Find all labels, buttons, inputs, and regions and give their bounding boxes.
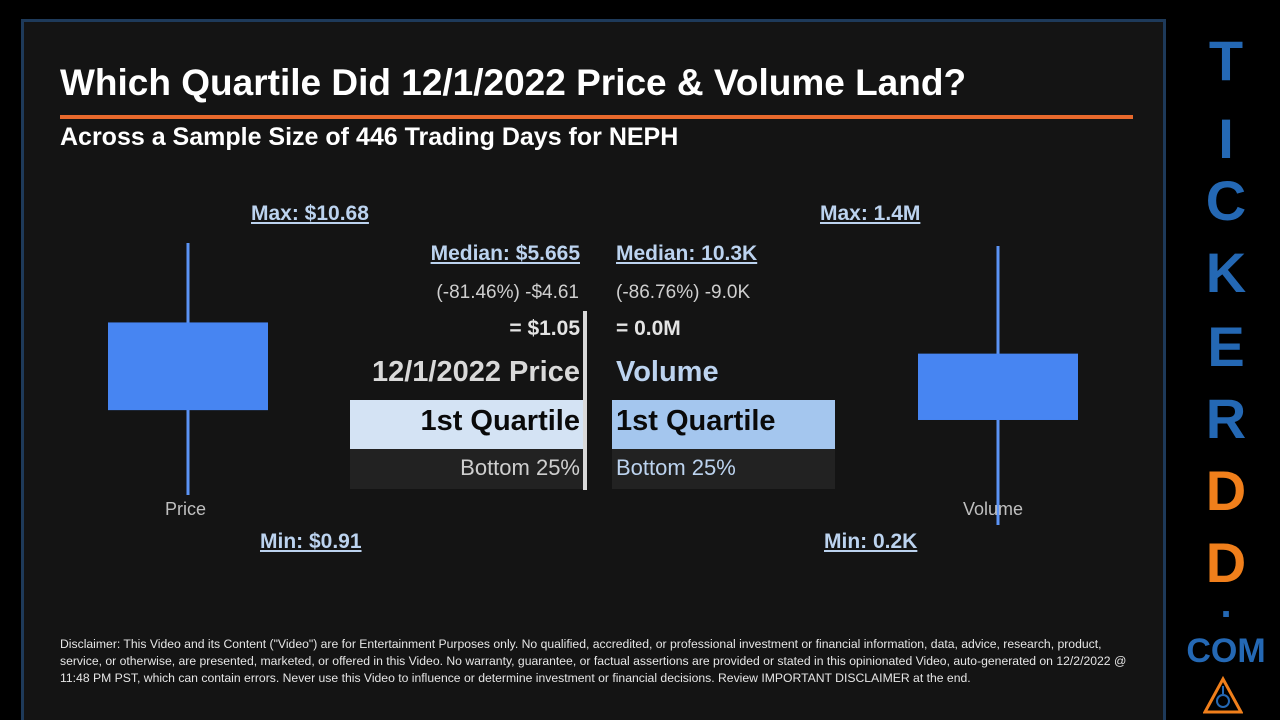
disclaimer-text: Disclaimer: This Video and its Content (… (60, 637, 1127, 685)
volume-value-label: = 0.0M (616, 317, 681, 340)
volume-category-label: Volume (963, 499, 1024, 519)
price-quartile-desc: Bottom 25% (460, 455, 580, 480)
brand-com: COM (1186, 632, 1266, 670)
volume-quartile-desc-bg (612, 449, 835, 489)
brand-letter: R (1205, 387, 1247, 450)
volume-max-label: Max: 1.4M (820, 202, 921, 225)
price-max-label: Max: $10.68 (251, 202, 369, 225)
slide-title: Which Quartile Did 12/1/2022 Price & Vol… (60, 62, 967, 103)
price-min-label: Min: $0.91 (260, 530, 362, 553)
volume-box (918, 353, 1078, 420)
price-quartile-highlight (350, 400, 583, 449)
volume-quartile-desc: Bottom 25% (616, 455, 736, 480)
volume-quartile-label: 1st Quartile (616, 405, 776, 437)
price-quartile-desc-bg (350, 449, 583, 489)
brand-letter: D (1205, 531, 1247, 594)
tickerdd-logo-icon (1203, 676, 1243, 714)
price-value-label: = $1.05 (509, 317, 580, 340)
brand-dot: . (1220, 582, 1232, 626)
brand-letter: C (1205, 169, 1247, 232)
title-underline (60, 115, 1133, 119)
brand-letter: I (1218, 107, 1234, 170)
price-median-label: Median: $5.665 (430, 242, 580, 265)
volume-diff-label: (-86.76%) -9.0K (616, 282, 751, 303)
volume-date-label: Volume (616, 356, 719, 388)
price-box (108, 322, 268, 411)
price-quartile-label: 1st Quartile (420, 405, 580, 437)
brand-letter: K (1205, 241, 1247, 304)
volume-median-label: Median: 10.3K (616, 242, 758, 265)
center-divider (583, 311, 587, 490)
brand-letter: E (1207, 315, 1245, 378)
volume-min-label: Min: 0.2K (824, 530, 918, 553)
price-date-label: 12/1/2022 Price (371, 356, 580, 388)
brand-letter: T (1208, 29, 1244, 92)
slide-subtitle: Across a Sample Size of 446 Trading Days… (60, 123, 679, 151)
brand-letter: D (1205, 459, 1247, 522)
brand-vertical: T I C K E R D D . COM (1172, 20, 1280, 720)
price-category-label: Price (165, 499, 207, 519)
volume-quartile-highlight (612, 400, 835, 449)
price-diff-label: (-81.46%) -$4.61 (436, 282, 579, 303)
